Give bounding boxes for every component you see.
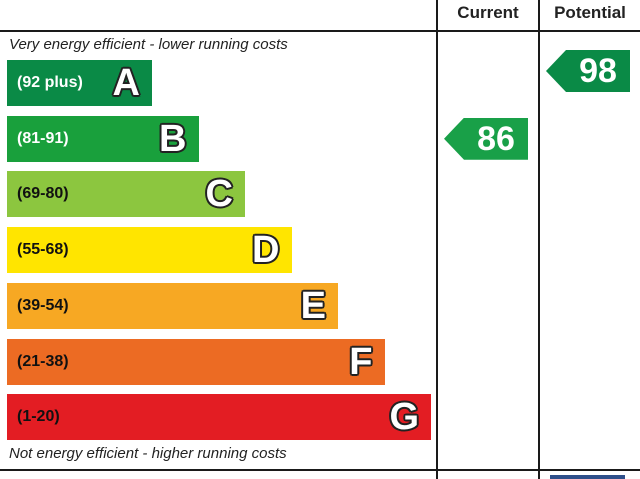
band-range-label: (1-20): [17, 408, 60, 426]
band-range-label: (92 plus): [17, 74, 83, 91]
band-letter: D: [252, 229, 280, 272]
band-range-label: (39-54): [17, 296, 69, 314]
potential-column-divider: [538, 0, 540, 479]
band-range-label: (21-38): [17, 352, 69, 370]
band-letter: B: [159, 117, 187, 160]
band-letter: A: [112, 62, 140, 104]
potential-rating-arrow: 98: [546, 50, 630, 92]
band-letter: G: [389, 396, 419, 439]
band-range-label: (55-68): [17, 241, 69, 259]
band-e: (39-54) E: [7, 282, 338, 329]
potential-header: Potential: [554, 3, 626, 22]
band-f: (21-38) F: [7, 338, 385, 385]
band-letter: C: [205, 173, 233, 216]
band-letter: E: [300, 284, 326, 327]
band-d: (55-68) D: [7, 227, 292, 274]
band-c: (69-80) C: [7, 171, 245, 218]
top-caption: Very energy efficient - lower running co…: [9, 36, 288, 53]
band-b: (81-91) B: [7, 115, 199, 162]
band-range-label: (81-91): [17, 129, 69, 147]
band-range-label: (69-80): [17, 185, 69, 203]
current-column-divider: [436, 0, 438, 479]
current-header: Current: [457, 3, 519, 22]
current-rating-arrow: 86: [444, 117, 528, 160]
footer-divider: [0, 469, 640, 471]
band-a: (92 plus) A: [7, 60, 152, 106]
bottom-caption: Not energy efficient - higher running co…: [9, 445, 287, 462]
partial-element-edge: [550, 475, 625, 479]
potential-rating-value: 98: [579, 52, 617, 90]
band-g: (1-20) G: [7, 394, 431, 441]
band-letter: F: [349, 340, 373, 383]
current-rating-value: 86: [477, 119, 515, 158]
header-divider: [0, 30, 640, 32]
